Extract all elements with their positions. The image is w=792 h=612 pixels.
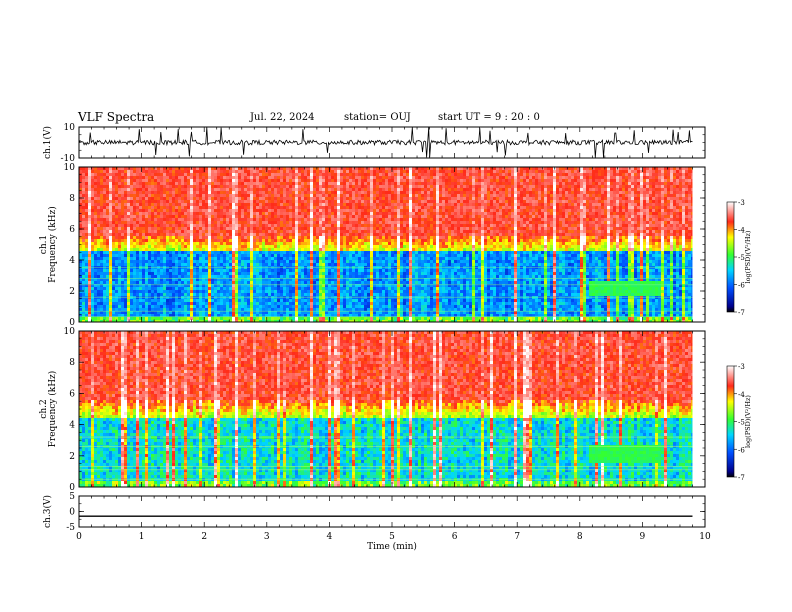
xtick-5: 5 xyxy=(389,532,395,542)
ch2-spectrogram-ytick-4: 4 xyxy=(69,421,75,431)
xtick-7: 7 xyxy=(514,532,520,542)
ch1-spectrogram-ytick-2: 2 xyxy=(69,287,75,297)
ch1-spectrogram-ytick-8: 8 xyxy=(69,194,75,204)
xtick-1: 1 xyxy=(139,532,145,542)
ch3-waveform-ytick-5: 5 xyxy=(69,492,75,502)
xtick-8: 8 xyxy=(577,532,583,542)
ch1-spectrogram-ytick-6: 6 xyxy=(69,225,75,235)
spectrogram-layer xyxy=(79,167,692,487)
ch1-waveform-ytick-10: 10 xyxy=(64,123,76,133)
ch3-waveform-ylabel-0: ch.3(V) xyxy=(42,495,53,528)
xtick-3: 3 xyxy=(264,532,270,542)
ch3-waveform-ytick--5: -5 xyxy=(66,523,75,533)
spectrogram-ch1-spectrogram xyxy=(79,167,692,322)
xtick-4: 4 xyxy=(327,532,333,542)
ch2-spectrogram-ytick-2: 2 xyxy=(69,452,75,462)
ch2-spectrogram-ytick-8: 8 xyxy=(69,358,75,368)
ch2-spectrogram-ytick-10: 10 xyxy=(64,327,76,337)
ch1-spectrogram-ylabel-1: Frequency (kHz) xyxy=(47,206,58,283)
ch2-spectrogram-ylabel-1: Frequency (kHz) xyxy=(47,371,58,448)
ch2-spectrogram-cbar-tick--3: -3 xyxy=(738,363,745,371)
ch1-waveform-line xyxy=(79,127,693,157)
ch1-waveform-ylabel-0: ch.1(V) xyxy=(42,126,53,159)
ch2-spectrogram-ytick-6: 6 xyxy=(69,389,75,399)
ch1-spectrogram-cbar-tick--3: -3 xyxy=(738,199,745,207)
xtick-10: 10 xyxy=(699,532,711,542)
xtick-2: 2 xyxy=(201,532,207,542)
ch1-spectrogram-ytick-10: 10 xyxy=(64,163,76,173)
ch2-spectrogram-cbar-label: log(PSD)(V²/Hz) xyxy=(744,395,752,448)
xtick-9: 9 xyxy=(640,532,646,542)
ch1-spectrogram-cbar-label: log(PSD)(V²/Hz) xyxy=(744,230,752,283)
spectrogram-ch2-spectrogram xyxy=(79,331,692,487)
ch2-spectrogram-cbar-tick--7: -7 xyxy=(738,474,745,482)
ch1-spectrogram-ytick-4: 4 xyxy=(69,256,75,266)
ch3-waveform-ytick-0: 0 xyxy=(69,508,75,518)
ch1-spectrogram-cbar-tick--7: -7 xyxy=(738,309,745,317)
xaxis-label: Time (min) xyxy=(367,541,417,552)
xtick-0: 0 xyxy=(76,532,82,542)
xtick-6: 6 xyxy=(452,532,458,542)
